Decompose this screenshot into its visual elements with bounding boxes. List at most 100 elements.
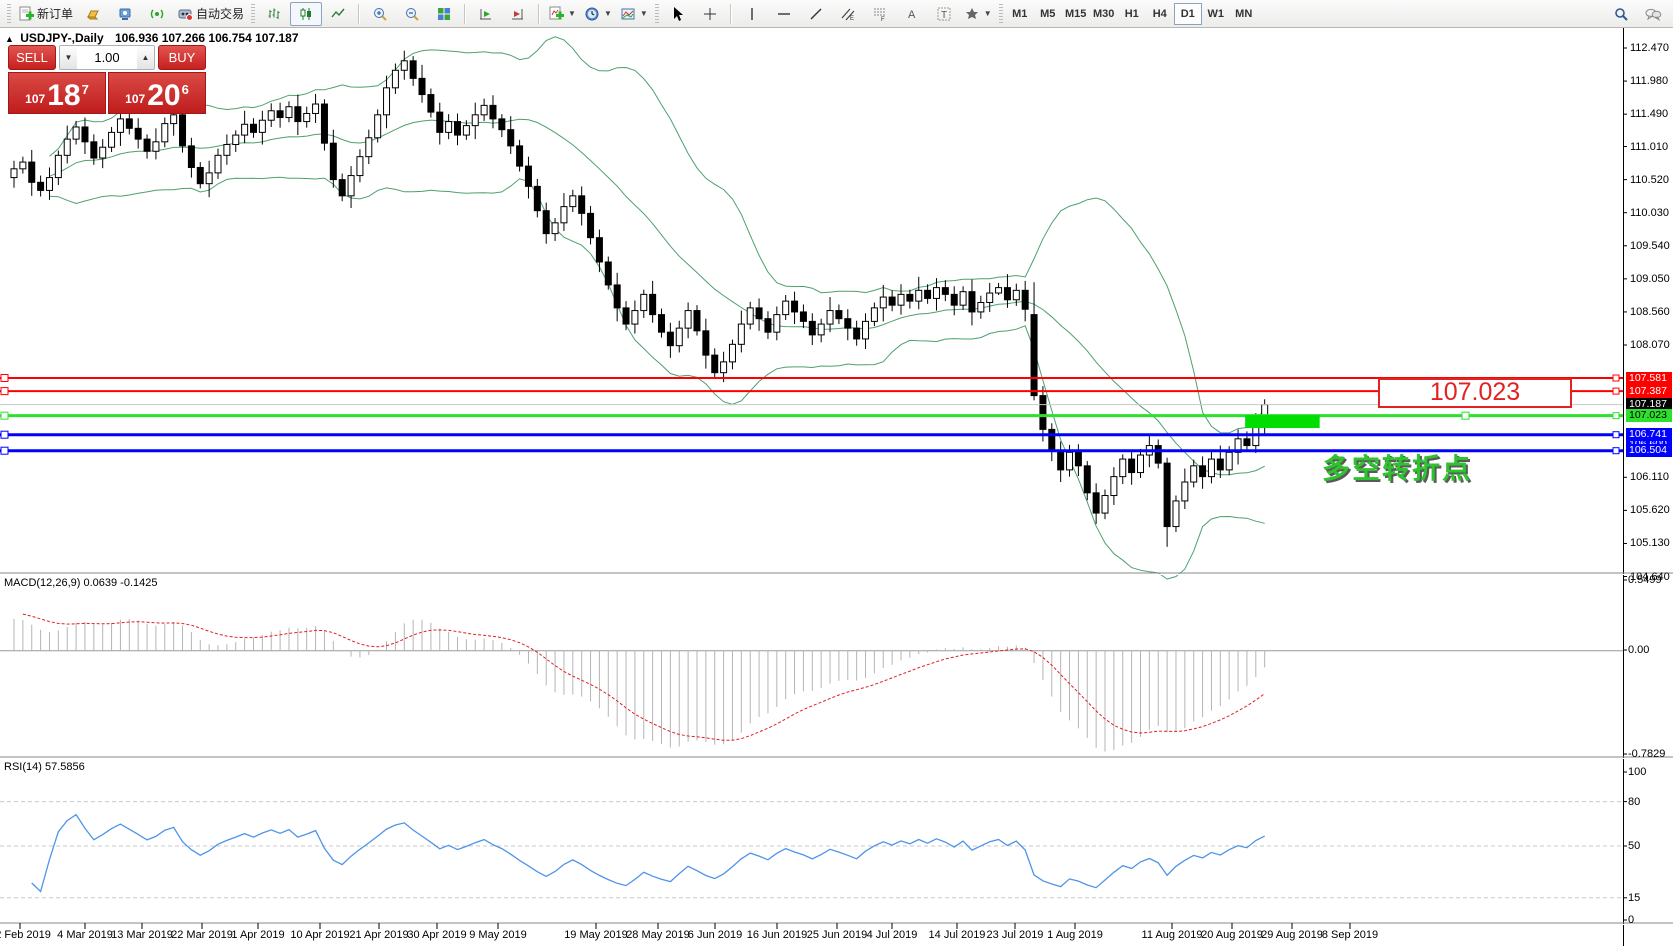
- svg-text:E: E: [850, 16, 854, 22]
- zoom-in-icon: [374, 7, 387, 21]
- zoom-in-button[interactable]: [364, 2, 396, 26]
- autotrading-icon: [178, 9, 194, 21]
- timeframe-mn-button[interactable]: MN: [1235, 7, 1253, 20]
- signals-icon: [150, 9, 164, 18]
- volume-decrease-button[interactable]: ▼: [60, 46, 77, 69]
- line-chart-icon: [331, 8, 345, 17]
- highlight-rectangle[interactable]: [1245, 415, 1320, 429]
- text-button[interactable]: A: [896, 2, 928, 26]
- chart-plot-area[interactable]: [0, 28, 1673, 946]
- trendline-button[interactable]: [800, 2, 832, 26]
- toolbar-separator: [729, 3, 732, 24]
- new-order-button[interactable]: 新订单: [14, 2, 77, 26]
- timeframe-w1-button[interactable]: W1: [1207, 7, 1224, 20]
- buy-price-pips: 20: [147, 79, 181, 112]
- text-icon: A: [908, 9, 916, 21]
- chat-button[interactable]: [1637, 2, 1669, 26]
- vertical-line-button[interactable]: [736, 2, 768, 26]
- macd-indicator-label: MACD(12,26,9) 0.0639 -0.1425: [4, 577, 158, 589]
- svg-text:F: F: [881, 17, 885, 22]
- auto-scroll-icon: [480, 8, 492, 19]
- horizontal-line-button[interactable]: [768, 2, 800, 26]
- crosshair-button[interactable]: [694, 2, 726, 26]
- market-button[interactable]: [77, 2, 109, 26]
- candlestick-chart-button[interactable]: [290, 1, 323, 26]
- signals-button[interactable]: [141, 2, 173, 26]
- price-annotation-box[interactable]: 107.023: [1378, 378, 1572, 408]
- periods-button[interactable]: ▼: [580, 2, 616, 26]
- chart-title: ▲ USDJPY-,Daily 106.936 107.266 106.754 …: [5, 31, 299, 45]
- equidistant-channel-button[interactable]: E: [832, 2, 864, 26]
- sell-quote-button[interactable]: 107 18 7: [8, 72, 106, 114]
- toolbar-separator: [358, 3, 361, 24]
- zoom-out-icon: [406, 7, 419, 21]
- timeframe-group: M1 M5 M15 M30 H1 H4 D1 W1 MN: [1006, 2, 1258, 25]
- horizontal-line-icon: [777, 12, 790, 15]
- timeframe-m30-button[interactable]: M30: [1093, 7, 1115, 20]
- collapse-icon[interactable]: ▲: [5, 34, 14, 44]
- gold-bar-icon: [86, 10, 99, 19]
- line-chart-button[interactable]: [322, 2, 354, 26]
- cursor-button[interactable]: [662, 2, 694, 26]
- bar-chart-button[interactable]: [258, 2, 290, 26]
- community-button[interactable]: [109, 2, 141, 26]
- auto-scroll-button[interactable]: [470, 2, 502, 26]
- volume-input[interactable]: [77, 46, 137, 69]
- fibonacci-button[interactable]: F: [864, 2, 896, 26]
- timeframe-h1-button[interactable]: H1: [1124, 7, 1139, 20]
- arrows-button[interactable]: ▼: [960, 2, 996, 26]
- indicators-icon: [549, 6, 565, 19]
- turning-point-annotation[interactable]: 多空转折点: [1322, 453, 1473, 484]
- community-icon: [119, 8, 131, 20]
- toolbar-grip: [998, 3, 1003, 24]
- templates-dropdown-arrow[interactable]: ▼: [639, 9, 648, 18]
- search-button[interactable]: [1605, 2, 1637, 26]
- timeframe-m15-button[interactable]: M15: [1065, 7, 1087, 20]
- buy-button[interactable]: BUY: [158, 45, 206, 70]
- indicators-button[interactable]: ▼: [544, 2, 580, 26]
- chart-shift-icon: [512, 8, 524, 19]
- tile-windows-icon: [438, 7, 451, 20]
- toolbar-separator: [538, 3, 541, 24]
- indicators-dropdown-arrow[interactable]: ▼: [568, 9, 576, 18]
- timeframe-m5-button[interactable]: M5: [1040, 7, 1056, 20]
- timeframe-h4-button[interactable]: H4: [1152, 7, 1167, 20]
- autotrading-button[interactable]: 自动交易: [173, 2, 248, 26]
- buy-price-pipette: 6: [181, 82, 189, 97]
- sell-price-big-figure: 107: [25, 92, 46, 106]
- volume-increase-button[interactable]: ▲: [137, 46, 154, 69]
- zoom-out-button[interactable]: [396, 2, 428, 26]
- timeframe-d1-button[interactable]: D1: [1173, 2, 1202, 25]
- sell-button[interactable]: SELL: [8, 45, 56, 70]
- text-label-button[interactable]: T: [928, 2, 960, 26]
- tile-windows-button[interactable]: [428, 2, 460, 26]
- new-order-icon: [19, 6, 34, 20]
- toolbar-grip: [654, 3, 659, 24]
- text-label-icon: T: [937, 7, 951, 21]
- volume-stepper: ▼ ▲: [59, 45, 155, 70]
- templates-icon: [621, 8, 635, 19]
- arrows-dropdown-arrow[interactable]: ▼: [983, 9, 992, 18]
- ohlc-readout: 106.936 107.266 106.754 107.187: [114, 31, 299, 45]
- vertical-line-icon: [751, 7, 753, 20]
- periods-clock-icon: [585, 7, 599, 20]
- chart-shift-button[interactable]: [502, 2, 534, 26]
- sell-price-pips: 18: [47, 79, 81, 112]
- arrows-icon: [965, 7, 978, 19]
- svg-text:T: T: [941, 10, 947, 21]
- new-order-label: 新订单: [37, 7, 74, 21]
- autotrading-label: 自动交易: [196, 7, 245, 21]
- cursor-icon: [673, 6, 683, 21]
- buy-quote-button[interactable]: 107 20 6: [108, 72, 206, 114]
- one-click-trading-panel: SELL ▼ ▲ BUY 107 18 7 107 20 6: [8, 45, 206, 114]
- timeframe-m1-button[interactable]: M1: [1012, 7, 1028, 20]
- chat-icon: [1645, 8, 1662, 21]
- chart-window: 112.470 111.980 111.490 111.010 110.520 110.0…: [0, 28, 1673, 946]
- bar-chart-icon: [268, 8, 280, 19]
- toolbar: 新订单 自动交易: [0, 0, 1673, 28]
- rsi-indicator-label: RSI(14) 57.5856: [4, 761, 85, 773]
- templates-button[interactable]: ▼: [616, 2, 652, 26]
- periods-dropdown-arrow[interactable]: ▼: [603, 9, 612, 18]
- toolbar-grip: [7, 3, 11, 24]
